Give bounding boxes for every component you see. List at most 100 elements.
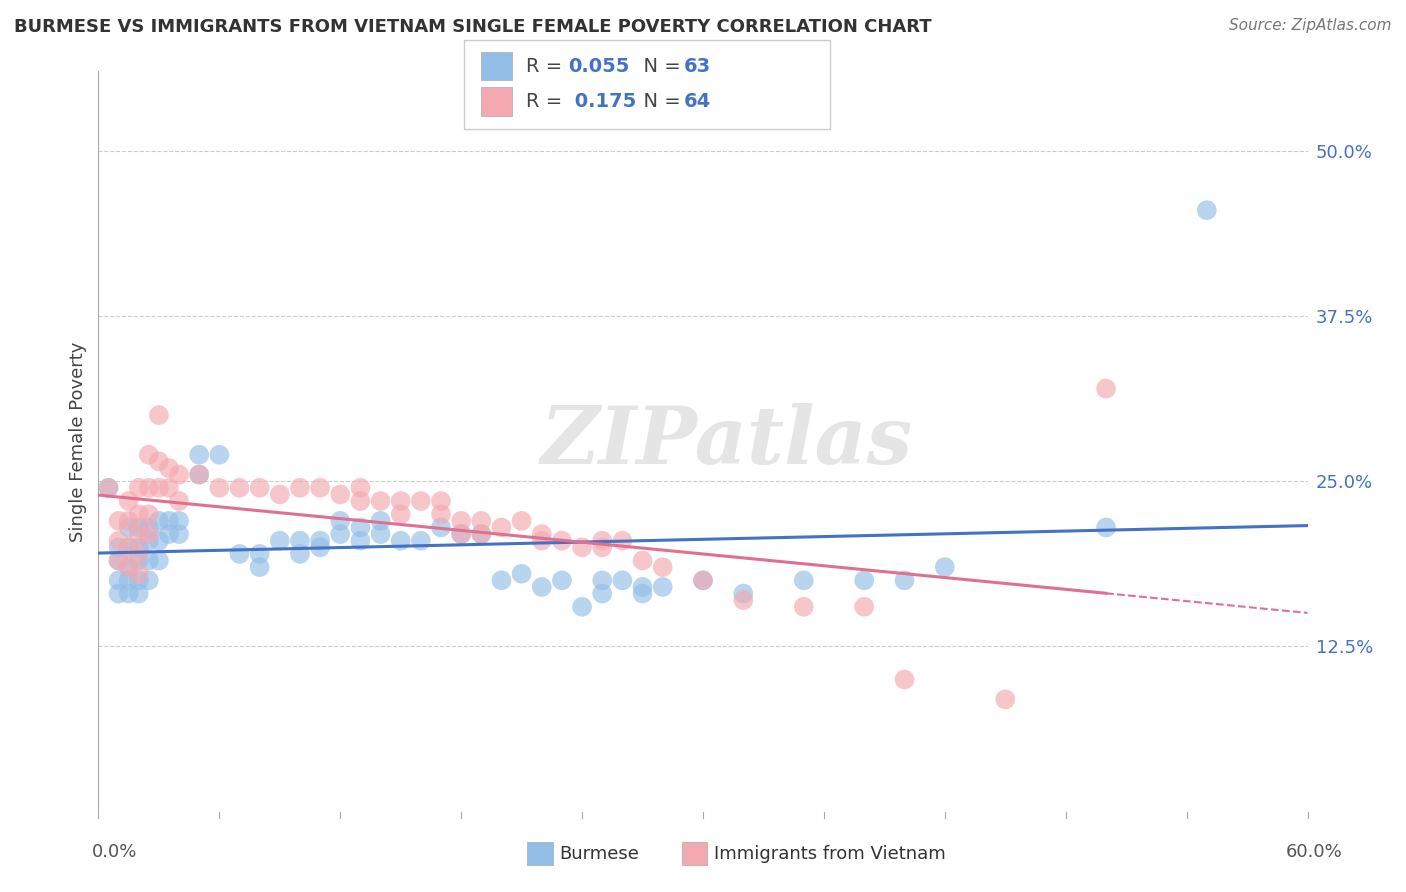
Point	[107, 533, 129, 548]
Point	[118, 586, 141, 600]
Point	[118, 541, 141, 555]
Point	[309, 541, 332, 555]
Point	[107, 574, 129, 588]
Point	[612, 574, 634, 588]
Point	[349, 520, 371, 534]
Point	[188, 467, 211, 482]
Point	[692, 574, 714, 588]
Point	[370, 494, 392, 508]
Text: BURMESE VS IMMIGRANTS FROM VIETNAM SINGLE FEMALE POVERTY CORRELATION CHART: BURMESE VS IMMIGRANTS FROM VIETNAM SINGL…	[14, 18, 932, 36]
Point	[733, 593, 755, 607]
Point	[591, 574, 613, 588]
Point	[118, 560, 141, 574]
Point	[157, 461, 180, 475]
Point	[138, 520, 160, 534]
Point	[329, 527, 352, 541]
Point	[249, 481, 271, 495]
Point	[107, 514, 129, 528]
Point	[148, 408, 170, 422]
Point	[148, 454, 170, 468]
Text: 0.175: 0.175	[568, 92, 637, 112]
Point	[309, 533, 332, 548]
Point	[571, 541, 593, 555]
Point	[128, 520, 150, 534]
Point	[450, 514, 472, 528]
Point	[157, 481, 180, 495]
Point	[793, 599, 815, 614]
Point	[228, 547, 250, 561]
Point	[329, 514, 352, 528]
Y-axis label: Single Female Poverty: Single Female Poverty	[69, 342, 87, 541]
Text: 60.0%: 60.0%	[1286, 843, 1343, 861]
Point	[651, 560, 673, 574]
Point	[107, 541, 129, 555]
Point	[138, 533, 160, 548]
Point	[934, 560, 956, 574]
Point	[107, 586, 129, 600]
Point	[349, 494, 371, 508]
Text: Burmese: Burmese	[560, 845, 640, 863]
Point	[349, 481, 371, 495]
Point	[118, 520, 141, 534]
Point	[591, 541, 613, 555]
Point	[249, 547, 271, 561]
Point	[128, 553, 150, 567]
Point	[510, 566, 533, 581]
Point	[853, 599, 876, 614]
Point	[370, 527, 392, 541]
Point	[138, 448, 160, 462]
Point	[228, 481, 250, 495]
Point	[491, 520, 513, 534]
Point	[470, 527, 492, 541]
Point	[249, 560, 271, 574]
Point	[470, 527, 492, 541]
Point	[288, 547, 311, 561]
Point	[389, 533, 412, 548]
Text: R =: R =	[526, 92, 568, 112]
Point	[128, 481, 150, 495]
Point	[269, 533, 291, 548]
Point	[389, 494, 412, 508]
Point	[591, 533, 613, 548]
Point	[138, 527, 160, 541]
Point	[571, 599, 593, 614]
Point	[167, 494, 190, 508]
Point	[692, 574, 714, 588]
Text: 63: 63	[683, 56, 710, 76]
Text: 0.055: 0.055	[568, 56, 630, 76]
Point	[208, 481, 231, 495]
Point	[288, 533, 311, 548]
Point	[128, 527, 150, 541]
Point	[208, 448, 231, 462]
Point	[167, 467, 190, 482]
Point	[148, 481, 170, 495]
Point	[329, 487, 352, 501]
Point	[450, 527, 472, 541]
Point	[188, 467, 211, 482]
Text: 0.0%: 0.0%	[91, 843, 136, 861]
Text: 64: 64	[683, 92, 710, 112]
Point	[631, 586, 654, 600]
Point	[530, 580, 553, 594]
Point	[269, 487, 291, 501]
Point	[118, 494, 141, 508]
Point	[1095, 520, 1118, 534]
Point	[188, 448, 211, 462]
Text: Immigrants from Vietnam: Immigrants from Vietnam	[714, 845, 946, 863]
Point	[97, 481, 120, 495]
Point	[530, 533, 553, 548]
Point	[107, 553, 129, 567]
Point	[409, 494, 432, 508]
Point	[430, 508, 453, 522]
Point	[138, 481, 160, 495]
Point	[409, 533, 432, 548]
Point	[128, 566, 150, 581]
Point	[430, 494, 453, 508]
Point	[651, 580, 673, 594]
Point	[128, 586, 150, 600]
Point	[389, 508, 412, 522]
Point	[107, 553, 129, 567]
Text: ZIPatlas: ZIPatlas	[541, 403, 914, 480]
Point	[631, 580, 654, 594]
Point	[994, 692, 1017, 706]
